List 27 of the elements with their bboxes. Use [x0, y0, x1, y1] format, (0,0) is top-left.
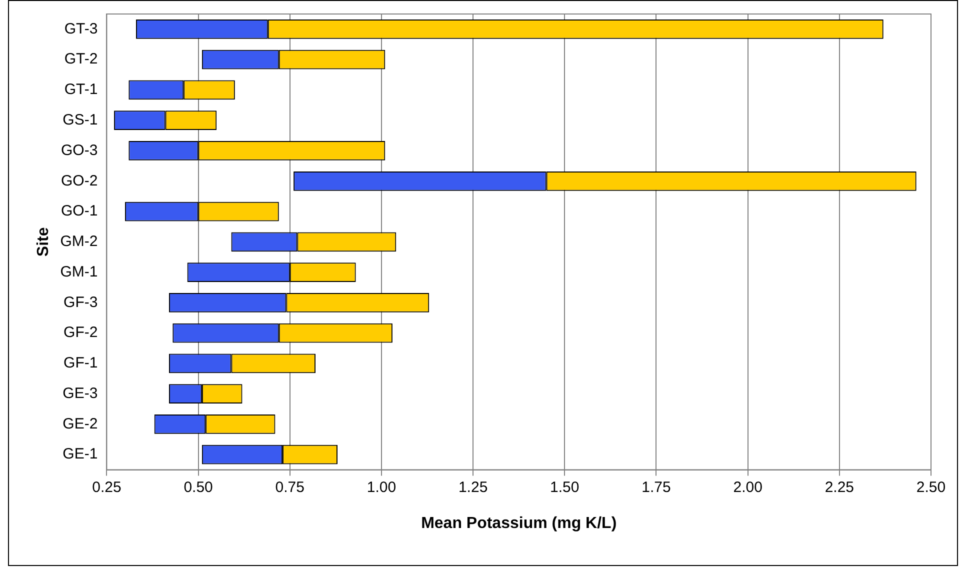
- x-tick-label: 1.25: [458, 478, 488, 496]
- y-tick-label: GF-1: [64, 354, 98, 372]
- y-tick-label: GO-3: [61, 142, 98, 159]
- y-tick-label: GO-2: [61, 172, 98, 190]
- x-tick-label: 2.00: [733, 478, 762, 496]
- x-axis-title: Mean Potassium (mg K/L): [421, 514, 617, 532]
- x-tick-label: 0.75: [275, 478, 304, 496]
- y-tick-label: GT-2: [64, 50, 98, 68]
- y-tick-label: GS-1: [62, 111, 98, 128]
- y-tick-label: GE-3: [62, 384, 98, 402]
- y-tick-label: GF-2: [64, 324, 98, 342]
- x-tick-label: 0.50: [184, 478, 213, 496]
- x-tick-label: 1.50: [550, 478, 580, 496]
- x-tick-label: 0.25: [92, 478, 122, 496]
- x-tick-label: 2.25: [824, 478, 854, 496]
- y-tick-label: GE-2: [62, 415, 98, 432]
- y-tick-label: GF-3: [64, 294, 98, 311]
- y-tick-label: GT-3: [64, 20, 98, 38]
- x-tick-label: 1.00: [366, 478, 396, 496]
- x-tick-label: 2.50: [916, 478, 946, 496]
- y-axis-title: Site: [35, 227, 52, 257]
- y-tick-label: GO-1: [61, 202, 98, 220]
- y-tick-label: GE-1: [62, 446, 98, 463]
- y-tick-label: GM-2: [60, 233, 98, 250]
- y-tick-label: GM-1: [60, 263, 98, 280]
- x-tick-label: 1.75: [642, 478, 671, 496]
- y-tick-label: GT-1: [64, 81, 98, 98]
